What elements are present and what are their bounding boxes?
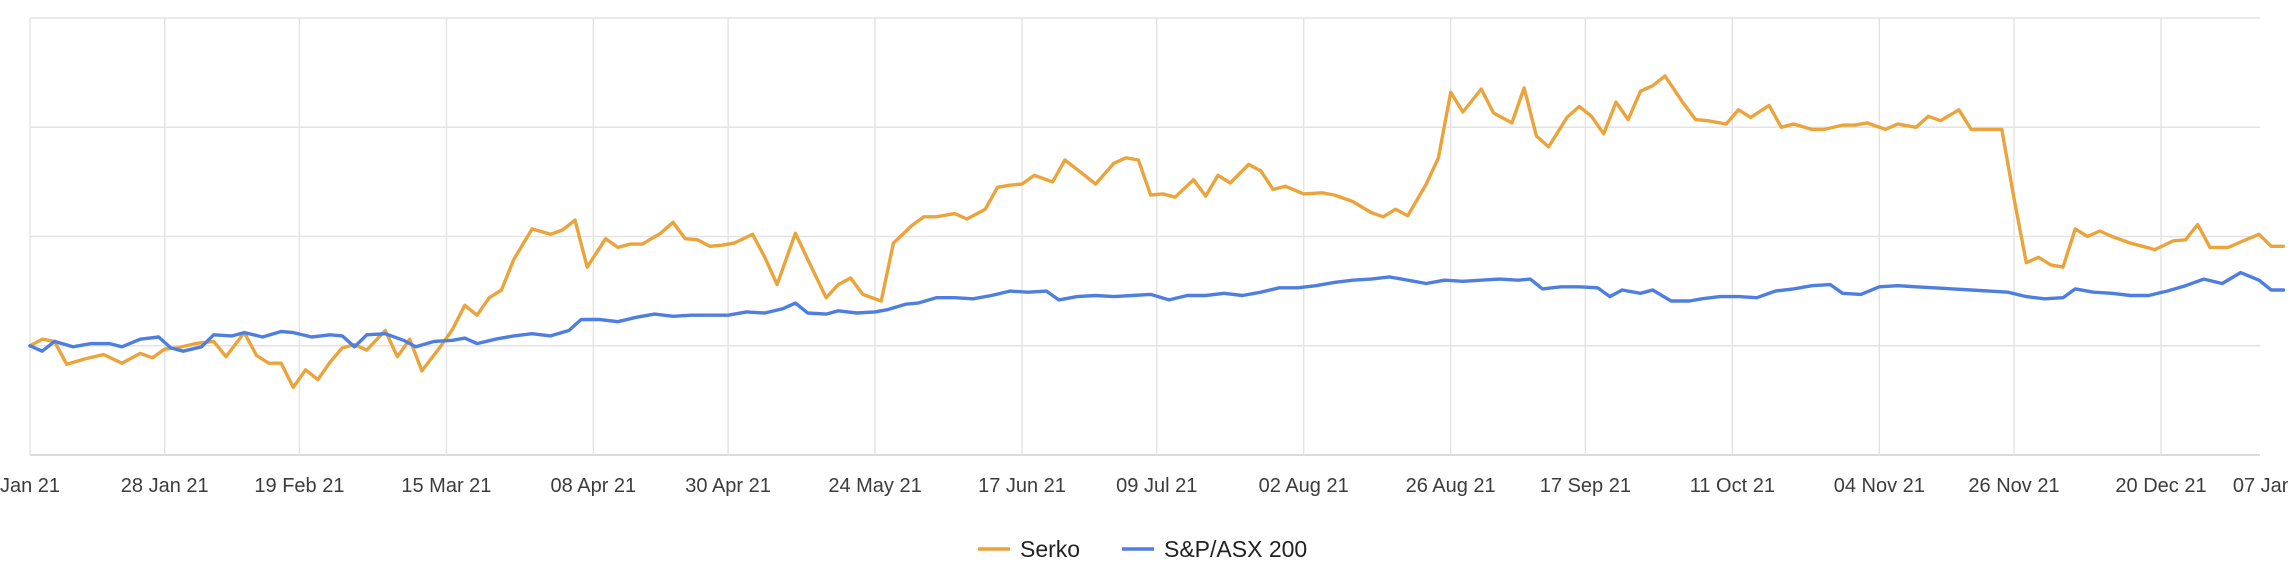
legend-label[interactable]: Serko: [1020, 536, 1080, 562]
x-tick-label: 11 Oct 21: [1690, 475, 1775, 497]
series-line-1: [28, 270, 2286, 353]
x-tick-label: 09 Jul 21: [1116, 475, 1197, 497]
x-axis-tick-labels: Jan 21 28 Jan 21 19 Feb 21 15 Mar 21 08 Apr …: [0, 475, 2288, 497]
x-tick-label: 08 Apr 21: [551, 475, 637, 497]
x-tick-label: 24 May 21: [828, 475, 921, 497]
legend-label[interactable]: S&P/ASX 200: [1164, 536, 1307, 562]
x-tick-label: 28 Jan 21: [121, 475, 209, 497]
x-tick-label: 26 Nov 21: [1968, 475, 2059, 497]
x-tick-label: 17 Sep 21: [1540, 475, 1631, 497]
x-tick-label: 20 Dec 21: [2115, 475, 2206, 497]
x-tick-label: 04 Nov 21: [1834, 475, 1925, 497]
x-tick-label: 19 Feb 21: [254, 475, 344, 497]
x-tick-label: 17 Jun 21: [978, 475, 1066, 497]
x-tick-label: 30 Apr 21: [685, 475, 771, 497]
x-tick-label: 15 Mar 21: [401, 475, 491, 497]
legend: Serko S&P/ASX 200: [978, 536, 1307, 562]
x-tick-label: Jan 21: [0, 475, 60, 497]
series-lines: [28, 74, 2286, 389]
x-tick-label: 02 Aug 21: [1259, 475, 1349, 497]
x-tick-label: 07 Jan 2: [2233, 475, 2288, 497]
gridlines: [29, 17, 2260, 456]
x-tick-label: 26 Aug 21: [1406, 475, 1496, 497]
